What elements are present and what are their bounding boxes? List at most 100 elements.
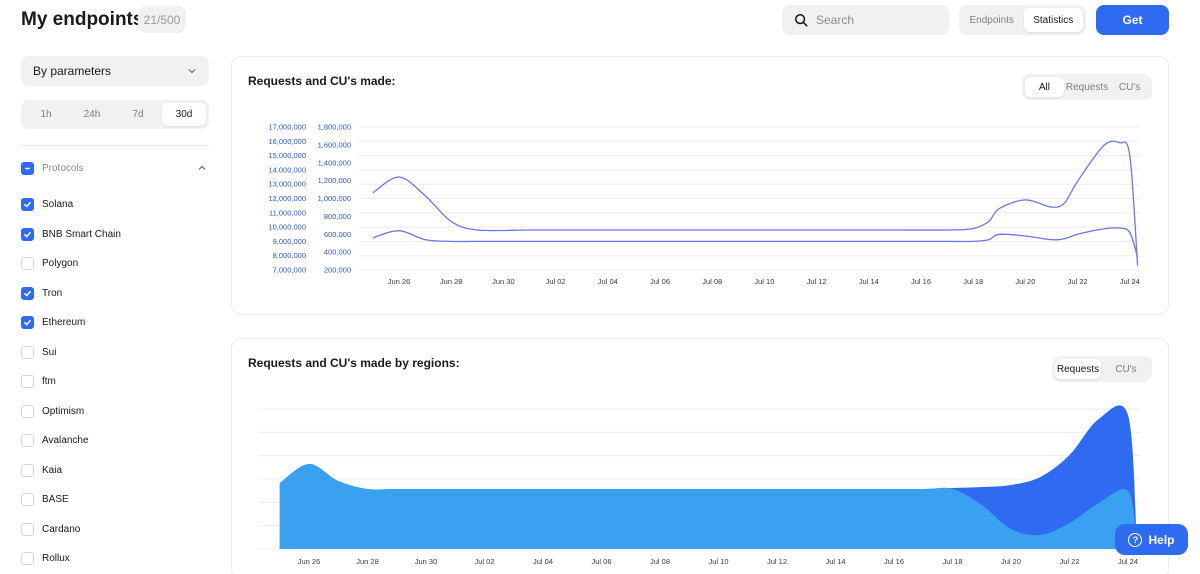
protocol-label: Tron bbox=[42, 287, 63, 299]
protocol-item-solana[interactable]: Solana bbox=[21, 190, 209, 220]
protocol-label: BASE bbox=[42, 494, 69, 506]
protocol-label: Kaia bbox=[42, 464, 63, 476]
x-tick-label: Jul 16 bbox=[884, 557, 904, 566]
regions-filter: Requests CU's bbox=[1052, 356, 1152, 382]
protocol-checkbox[interactable] bbox=[21, 404, 34, 418]
x-tick-label: Jul 16 bbox=[911, 277, 931, 286]
protocol-label: Sui bbox=[42, 346, 57, 358]
check-icon bbox=[24, 202, 31, 208]
y-right-tick-label: 1,200,000 bbox=[318, 176, 351, 185]
question-icon: ? bbox=[1128, 532, 1143, 547]
protocol-item-tron[interactable]: Tron bbox=[21, 279, 209, 309]
view-switch: Endpoints Statistics bbox=[959, 5, 1086, 35]
protocol-item-avalanche[interactable]: Avalanche bbox=[21, 426, 209, 456]
y-left-tick-label: 11,000,000 bbox=[269, 208, 306, 217]
protocol-item-bnb-smart-chain[interactable]: BNB Smart Chain bbox=[21, 220, 209, 250]
protocol-item-ftm[interactable]: ftm bbox=[21, 367, 209, 397]
parameter-select-label: By parameters bbox=[33, 64, 112, 78]
range-24h[interactable]: 24h bbox=[83, 109, 101, 120]
protocol-item-kaia[interactable]: Kaia bbox=[21, 456, 209, 486]
area-series-region-1 bbox=[279, 463, 1137, 549]
x-tick-label: Jul 06 bbox=[650, 277, 670, 286]
x-tick-label: Jun 28 bbox=[356, 557, 379, 566]
protocol-checkbox[interactable] bbox=[21, 552, 34, 566]
get-button[interactable]: Get bbox=[1096, 5, 1169, 35]
x-tick-label: Jun 30 bbox=[415, 557, 438, 566]
x-tick-label: Jul 20 bbox=[1001, 557, 1021, 566]
filter-cus[interactable]: CU's bbox=[1118, 81, 1141, 93]
x-tick-label: Jul 18 bbox=[942, 557, 962, 566]
y-right-tick-label: 600,000 bbox=[324, 230, 351, 239]
regions-filter-cus[interactable]: CU's bbox=[1115, 363, 1137, 375]
x-tick-label: Jul 02 bbox=[474, 557, 494, 566]
tab-endpoints[interactable]: Endpoints bbox=[969, 14, 1014, 26]
filter-requests[interactable]: Requests bbox=[1065, 81, 1109, 93]
protocols-header[interactable]: Protocols bbox=[21, 160, 209, 176]
range-1h[interactable]: 1h bbox=[40, 109, 52, 120]
chevron-up-icon[interactable] bbox=[197, 163, 207, 173]
protocol-checkbox[interactable] bbox=[21, 434, 34, 448]
protocol-checkbox[interactable] bbox=[21, 316, 34, 330]
protocol-item-cardano[interactable]: Cardano bbox=[21, 515, 209, 545]
protocol-checkbox[interactable] bbox=[21, 522, 34, 536]
endpoint-count-badge: 21/500 bbox=[138, 6, 186, 33]
y-left-tick-label: 12,000,000 bbox=[268, 194, 306, 203]
protocol-checkbox[interactable] bbox=[21, 227, 34, 241]
parameter-select[interactable]: By parameters bbox=[21, 56, 209, 86]
x-tick-label: Jul 08 bbox=[650, 557, 670, 566]
time-range-switch: 1h 24h 7d 30d bbox=[21, 100, 209, 129]
protocol-checkbox[interactable] bbox=[21, 257, 34, 271]
protocol-label: Ethereum bbox=[42, 317, 86, 329]
search-input[interactable] bbox=[816, 13, 936, 27]
y-left-tick-label: 17,000,000 bbox=[268, 123, 306, 132]
x-tick-label: Jul 24 bbox=[1120, 277, 1140, 286]
protocol-checkbox[interactable] bbox=[21, 463, 34, 477]
tab-statistics[interactable]: Statistics bbox=[1023, 8, 1083, 32]
check-icon bbox=[24, 290, 31, 297]
x-tick-label: Jul 08 bbox=[702, 277, 722, 286]
x-tick-label: Jul 22 bbox=[1068, 277, 1088, 286]
y-left-tick-label: 14,000,000 bbox=[268, 165, 306, 174]
x-tick-label: Jul 02 bbox=[546, 277, 566, 286]
filter-all[interactable]: All bbox=[1025, 77, 1064, 97]
x-tick-label: Jul 14 bbox=[825, 557, 845, 566]
range-30d[interactable]: 30d bbox=[162, 103, 206, 126]
protocol-item-optimism[interactable]: Optimism bbox=[21, 397, 209, 427]
requests-cus-line-chart: 17,000,000 16,000,000 15,000,000 14,000,000… bbox=[268, 123, 1140, 286]
protocol-item-sui[interactable]: Sui bbox=[21, 338, 209, 368]
help-button[interactable]: ? Help bbox=[1115, 524, 1188, 555]
minus-icon bbox=[25, 167, 30, 169]
y-left-tick-label: 13,000,000 bbox=[268, 180, 306, 189]
protocol-item-rollux[interactable]: Rollux bbox=[21, 544, 209, 574]
protocol-item-ethereum[interactable]: Ethereum bbox=[21, 308, 209, 338]
protocol-checkbox[interactable] bbox=[21, 198, 34, 212]
x-tick-label: Jul 10 bbox=[754, 277, 774, 286]
protocols-select-all-checkbox[interactable] bbox=[21, 161, 34, 175]
y-left-tick-label: 16,000,000 bbox=[268, 137, 306, 146]
x-tick-label: Jul 12 bbox=[767, 557, 787, 566]
y-right-tick-label: 1,400,000 bbox=[318, 158, 351, 167]
protocol-checkbox[interactable] bbox=[21, 493, 34, 507]
protocol-label: ftm bbox=[42, 376, 56, 388]
protocol-checkbox[interactable] bbox=[21, 375, 34, 389]
protocol-checkbox[interactable] bbox=[21, 286, 34, 300]
chevron-down-icon bbox=[188, 69, 196, 74]
x-tick-label: Jul 12 bbox=[807, 277, 827, 286]
regions-card: Requests and CU's made by regions: Reque… bbox=[231, 338, 1169, 574]
y-right-tick-label: 200,000 bbox=[324, 266, 351, 275]
protocol-label: Rollux bbox=[42, 553, 70, 565]
x-tick-label: Jul 04 bbox=[598, 277, 618, 286]
sidebar-divider bbox=[21, 145, 209, 146]
requests-cus-title: Requests and CU's made: bbox=[248, 74, 396, 88]
protocol-label: Polygon bbox=[42, 258, 79, 270]
protocol-checkbox[interactable] bbox=[21, 345, 34, 359]
protocol-item-polygon[interactable]: Polygon bbox=[21, 249, 209, 279]
x-tick-label: Jun 26 bbox=[298, 557, 321, 566]
check-icon bbox=[24, 231, 31, 238]
protocol-label: Solana bbox=[42, 199, 74, 211]
regions-filter-requests[interactable]: Requests bbox=[1055, 359, 1101, 379]
y-right-tick-label: 1,600,000 bbox=[318, 140, 351, 149]
protocol-item-base[interactable]: BASE bbox=[21, 485, 209, 515]
search-box[interactable] bbox=[782, 5, 949, 35]
range-7d[interactable]: 7d bbox=[132, 109, 144, 120]
